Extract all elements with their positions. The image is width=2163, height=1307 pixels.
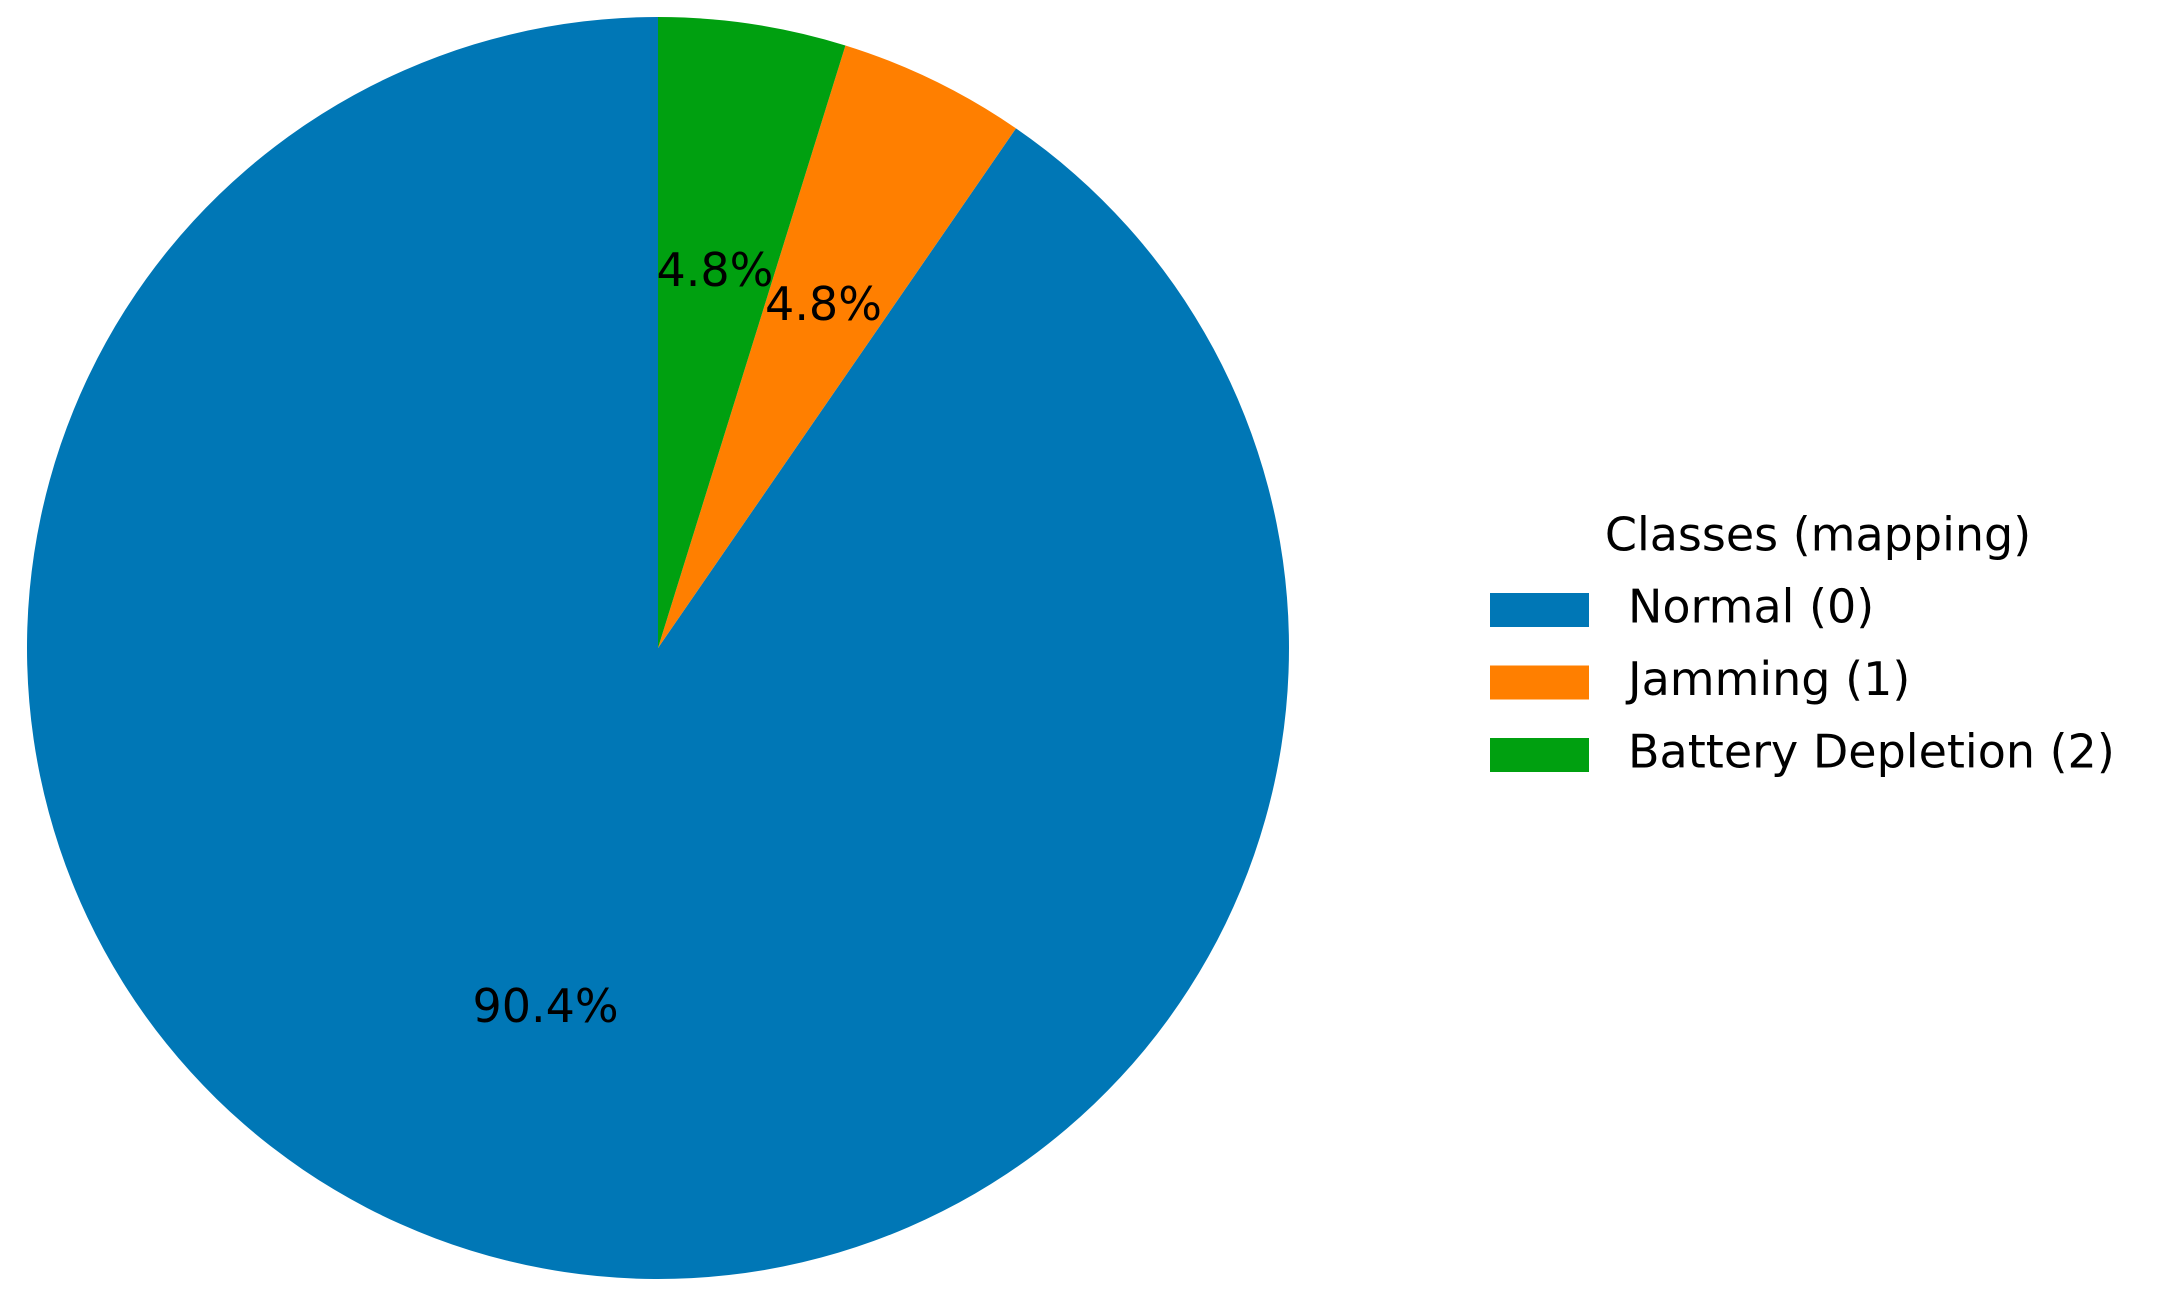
legend-title: Classes (mapping) bbox=[1605, 508, 2031, 562]
slice-label: 4.8% bbox=[656, 243, 773, 297]
legend-label: Normal (0) bbox=[1628, 580, 1874, 634]
legend-swatch bbox=[1490, 593, 1589, 627]
slice-label: 4.8% bbox=[765, 277, 882, 331]
legend-label: Battery Depletion (2) bbox=[1628, 725, 2115, 779]
slice-label: 90.4% bbox=[472, 979, 618, 1033]
legend-swatch bbox=[1490, 665, 1589, 700]
legend-label: Jamming (1) bbox=[1625, 652, 1910, 706]
pie-slice bbox=[658, 45, 1016, 649]
pie-slice bbox=[26, 17, 1289, 1279]
legend-swatch bbox=[1490, 738, 1589, 772]
pie-slice bbox=[658, 17, 846, 648]
